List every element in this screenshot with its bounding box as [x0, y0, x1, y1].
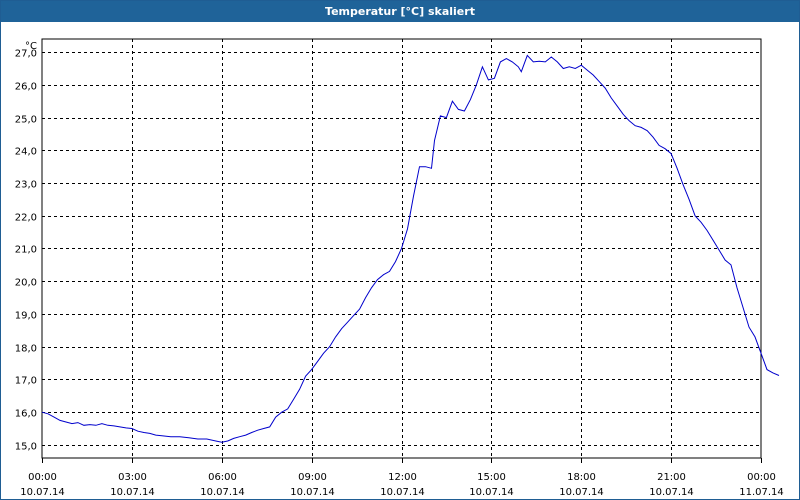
y-tick-label: 27,0	[15, 49, 37, 60]
x-tick-time-label: 15:00	[477, 472, 506, 483]
x-tick-date-label: 10.07.14	[559, 487, 604, 498]
y-tick-label: 25,0	[15, 115, 37, 126]
x-tick-date-label: 10.07.14	[110, 487, 155, 498]
y-tick-label: 22,0	[15, 213, 37, 224]
grid-lines	[42, 39, 761, 458]
y-axis: 15,0 16,0 17,0 18,0 19,0 20,0 21,0 22,0 23,0 24,0…	[15, 49, 37, 453]
x-tick-time-label: 00:00	[28, 472, 57, 483]
temperature-series-line	[41, 54, 780, 443]
y-tick-label: 15,0	[15, 442, 37, 453]
x-tick-time-label: 12:00	[388, 472, 417, 483]
y-tick-label: 17,0	[15, 376, 37, 387]
y-tick-label: 16,0	[15, 409, 37, 420]
x-tick-date-label: 10.07.14	[200, 487, 245, 498]
x-tick-time-label: 18:00	[567, 472, 596, 483]
y-tick-label: 23,0	[15, 180, 37, 191]
y-tick-label: 20,0	[15, 278, 37, 289]
x-tick-date-label: 10.07.14	[290, 487, 335, 498]
x-axis: 00:00 10.07.14 03:00 10.07.14 06:00 10.07.14 0…	[20, 458, 784, 498]
x-tick-date-label: 10.07.14	[469, 487, 514, 498]
temperature-chart: 15,0 16,0 17,0 18,0 19,0 20,0 21,0 22,0 23,0 24,0…	[15, 38, 784, 498]
plot-frame	[41, 38, 762, 459]
y-tick-label: 19,0	[15, 311, 37, 322]
x-tick-time-label: 06:00	[208, 472, 237, 483]
y-tick-label: 24,0	[15, 147, 37, 158]
x-tick-date-label: 10.07.14	[380, 487, 425, 498]
x-tick-time-label: 09:00	[298, 472, 327, 483]
y-tick-label: 18,0	[15, 344, 37, 355]
x-tick-date-label: 10.07.14	[649, 487, 694, 498]
x-tick-time-label: 00:00	[747, 472, 776, 483]
x-tick-time-label: 21:00	[657, 472, 686, 483]
y-tick-label: 26,0	[15, 82, 37, 93]
x-tick-date-label: 10.07.14	[20, 487, 65, 498]
chart-title: Temperatur [°C] skaliert	[1, 1, 799, 22]
x-tick-time-label: 03:00	[118, 472, 147, 483]
y-tick-label: 21,0	[15, 245, 37, 256]
x-tick-date-label: 11.07.14	[739, 487, 784, 498]
y-axis-unit-label: °C	[25, 41, 37, 52]
